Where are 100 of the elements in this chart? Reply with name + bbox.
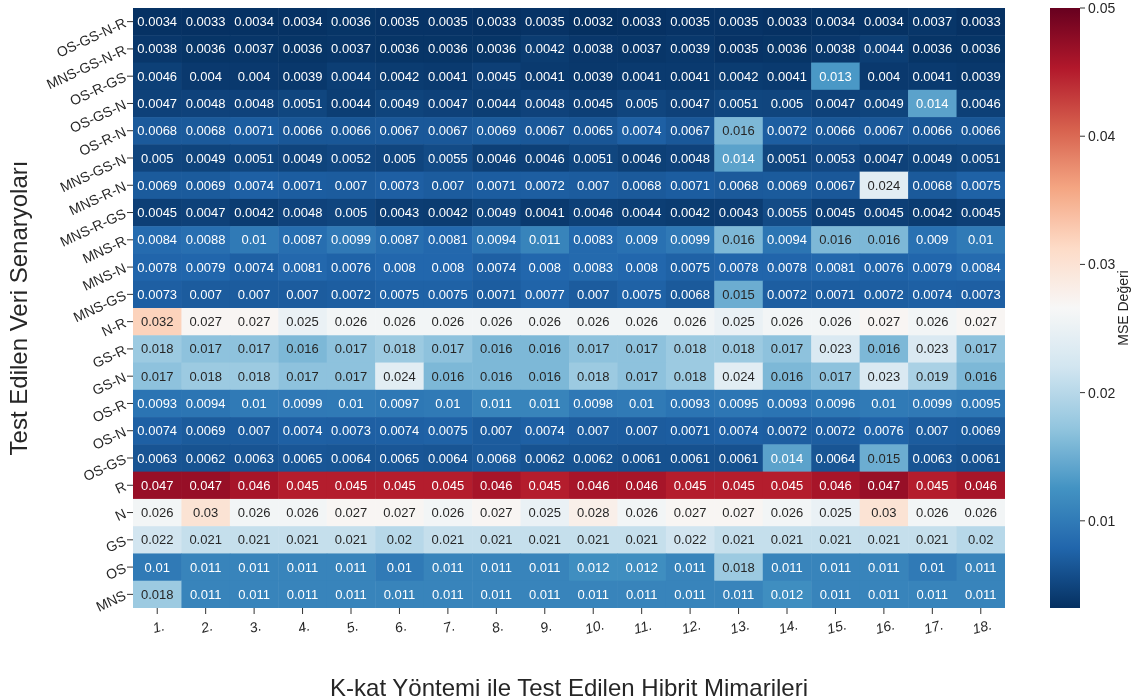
data-label: 0.0048 xyxy=(234,96,274,111)
data-label: 0.025 xyxy=(528,505,562,521)
data-label: 0.0042 xyxy=(234,205,274,221)
data-label: 0.011 xyxy=(335,586,367,602)
data-label: 0.021 xyxy=(770,532,804,548)
data-label: 0.026 xyxy=(140,505,174,521)
data-label: 0.0062 xyxy=(185,450,226,466)
data-label: 0.0041 xyxy=(767,68,807,84)
x-tick-label: 10. xyxy=(583,616,606,638)
data-label: 0.018 xyxy=(237,368,271,384)
data-label: 0.016 xyxy=(528,341,562,357)
data-label: 0.016 xyxy=(431,368,465,384)
data-label: 0.024 xyxy=(383,368,416,384)
data-label: 0.027 xyxy=(964,314,998,330)
data-label: 0.026 xyxy=(770,314,804,330)
data-label: 0.0078 xyxy=(137,259,178,275)
data-label: 0.0044 xyxy=(331,96,371,111)
data-label: 0.027 xyxy=(480,505,513,521)
data-label: 0.0037 xyxy=(621,41,662,57)
data-label: 0.0039 xyxy=(282,68,323,84)
data-label: 0.0067 xyxy=(670,123,710,139)
data-label: 0.016 xyxy=(528,368,562,384)
data-label: 0.021 xyxy=(528,532,562,548)
data-label: 0.007 xyxy=(431,177,465,193)
data-label: 0.0075 xyxy=(670,259,710,275)
data-label: 0.0074 xyxy=(234,177,274,193)
data-label: 0.015 xyxy=(722,286,755,302)
data-label: 0.0048 xyxy=(524,96,565,111)
data-label: 0.0078 xyxy=(767,259,807,275)
data-label: 0.0066 xyxy=(815,123,856,139)
data-label: 0.0075 xyxy=(960,177,1001,193)
data-label: 0.0066 xyxy=(960,123,1001,139)
data-label: 0.0036 xyxy=(331,14,371,30)
data-label: 0.046 xyxy=(964,477,998,493)
data-label: 0.0078 xyxy=(718,259,759,275)
data-label: 0.0047 xyxy=(670,96,710,111)
data-label: 0.0081 xyxy=(815,259,856,275)
data-label: 0.0068 xyxy=(137,123,178,139)
data-label: 0.016 xyxy=(819,232,852,248)
data-label: 0.0063 xyxy=(137,450,178,466)
data-label: 0.018 xyxy=(722,341,755,357)
data-label: 0.007 xyxy=(625,423,658,439)
data-label: 0.011 xyxy=(722,586,755,602)
data-label: 0.026 xyxy=(625,314,658,330)
data-label: 0.007 xyxy=(576,286,610,302)
data-label: 0.0049 xyxy=(282,150,323,166)
data-label: 0.01 xyxy=(435,396,461,411)
data-label: 0.007 xyxy=(189,286,222,302)
data-label: 0.0061 xyxy=(670,450,710,466)
data-label: 0.0093 xyxy=(767,396,807,411)
data-label: 0.017 xyxy=(334,341,368,357)
data-label: 0.0042 xyxy=(524,41,565,57)
data-label: 0.018 xyxy=(673,368,707,384)
data-label: 0.008 xyxy=(528,259,562,275)
data-label: 0.018 xyxy=(383,341,416,357)
data-label: 0.045 xyxy=(770,477,804,493)
data-label: 0.0047 xyxy=(864,150,904,166)
data-label: 0.0074 xyxy=(476,259,517,275)
data-label: 0.011 xyxy=(868,559,900,575)
data-label: 0.0051 xyxy=(960,150,1001,166)
data-label: 0.011 xyxy=(189,586,222,602)
data-label: 0.014 xyxy=(916,96,949,111)
data-label: 0.0067 xyxy=(864,123,904,139)
color-bar-label: 0.04 xyxy=(1088,128,1116,145)
data-label: 0.0069 xyxy=(185,423,226,439)
data-label: 0.0045 xyxy=(476,68,517,84)
x-tick-label: 8. xyxy=(489,617,506,637)
data-label: 0.021 xyxy=(867,532,901,548)
data-label: 0.0088 xyxy=(185,232,226,248)
data-label: 0.011 xyxy=(674,559,706,575)
data-label: 0.011 xyxy=(238,586,270,602)
data-label: 0.026 xyxy=(916,314,949,330)
data-label: 0.0042 xyxy=(670,205,710,221)
data-label: 0.0043 xyxy=(718,205,759,221)
data-label: 0.0045 xyxy=(864,205,904,221)
data-label: 0.0045 xyxy=(960,205,1001,221)
data-label: 0.011 xyxy=(432,586,464,602)
data-label: 0.0097 xyxy=(379,396,420,411)
data-label: 0.01 xyxy=(968,232,994,248)
data-label: 0.0069 xyxy=(960,423,1001,439)
color-bar-title: MSE Değeri xyxy=(1115,270,1131,346)
data-label: 0.0036 xyxy=(185,41,226,57)
data-label: 0.0067 xyxy=(428,123,468,139)
data-label: 0.016 xyxy=(867,341,901,357)
x-tick-label: 15. xyxy=(825,616,849,638)
data-label: 0.021 xyxy=(334,532,368,548)
data-label: 0.018 xyxy=(722,559,755,575)
data-label: 0.017 xyxy=(431,341,465,357)
x-tick-label: 18. xyxy=(970,616,994,638)
data-label: 0.046 xyxy=(480,477,513,493)
data-label: 0.0033 xyxy=(960,14,1001,30)
data-label: 0.0041 xyxy=(524,205,565,221)
data-label: 0.011 xyxy=(819,559,852,575)
data-label: 0.047 xyxy=(867,477,901,493)
data-label: 0.028 xyxy=(576,505,610,521)
data-label: 0.016 xyxy=(770,368,804,384)
data-label: 0.025 xyxy=(286,314,319,330)
data-label: 0.0036 xyxy=(379,41,420,57)
data-label: 0.026 xyxy=(673,314,707,330)
data-label: 0.0073 xyxy=(137,286,178,302)
